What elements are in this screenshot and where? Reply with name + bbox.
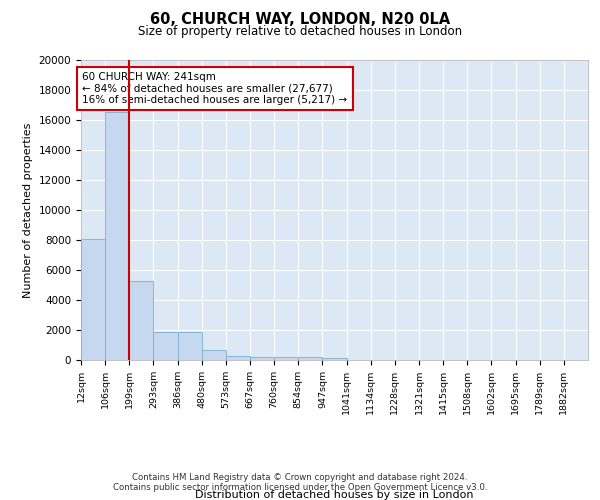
Bar	[129, 280, 154, 360]
Bar	[178, 332, 202, 360]
Text: Contains HM Land Registry data © Crown copyright and database right 2024.
Contai: Contains HM Land Registry data © Crown c…	[113, 473, 487, 492]
Text: Size of property relative to detached houses in London: Size of property relative to detached ho…	[138, 25, 462, 38]
Bar	[274, 357, 298, 360]
Bar	[105, 112, 129, 360]
X-axis label: Distribution of detached houses by size in London: Distribution of detached houses by size …	[195, 490, 474, 500]
Bar	[250, 356, 274, 360]
Bar	[202, 350, 226, 360]
Text: 60 CHURCH WAY: 241sqm
← 84% of detached houses are smaller (27,677)
16% of semi-: 60 CHURCH WAY: 241sqm ← 84% of detached …	[82, 72, 347, 105]
Bar	[298, 358, 322, 360]
Bar	[154, 332, 178, 360]
Bar	[81, 238, 105, 360]
Bar	[226, 356, 250, 360]
Text: 60, CHURCH WAY, LONDON, N20 0LA: 60, CHURCH WAY, LONDON, N20 0LA	[150, 12, 450, 28]
Bar	[322, 358, 347, 360]
Y-axis label: Number of detached properties: Number of detached properties	[23, 122, 33, 298]
